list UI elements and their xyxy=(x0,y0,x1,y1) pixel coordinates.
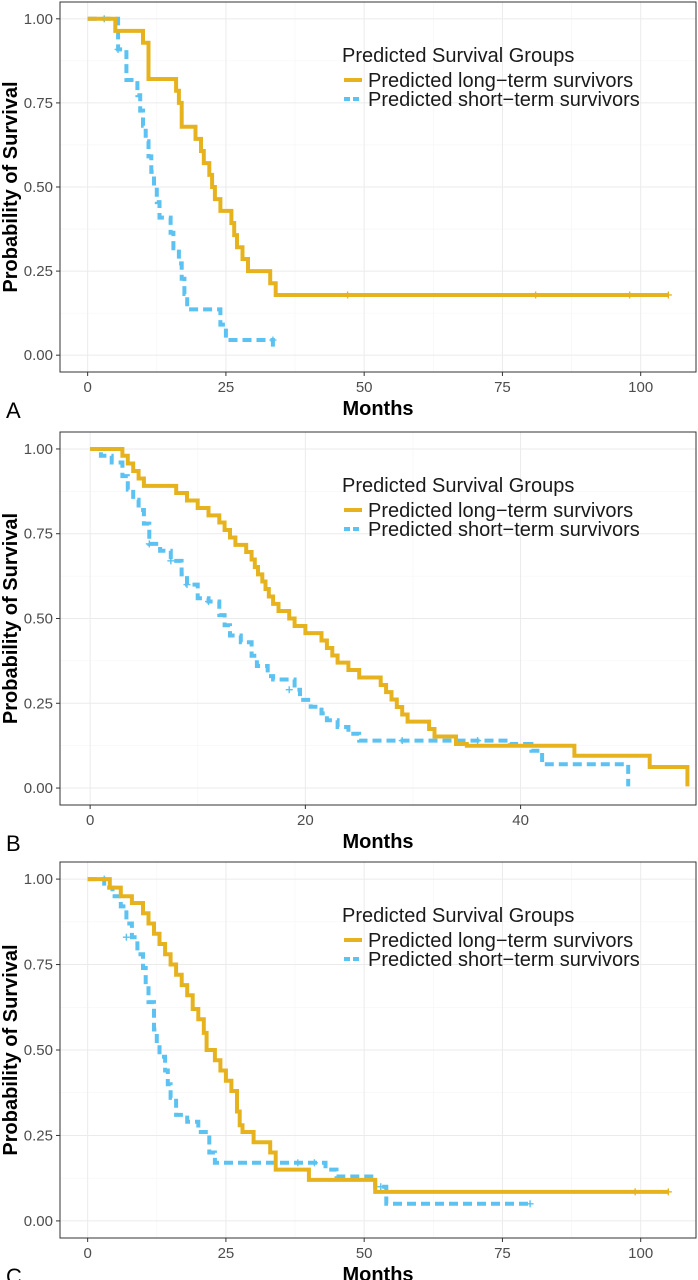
panel-a-censor-mark-short xyxy=(269,336,277,344)
panel-b-legend-label-short: Predicted short−term survivors xyxy=(368,519,640,541)
panel-b-series-long-curve xyxy=(90,447,690,787)
panel-c-grid xyxy=(60,862,696,1238)
panel-c-legend: Predicted Survival Groups Predicted long… xyxy=(342,905,640,971)
panel-a-legend-label-long: Predicted long−term survivors xyxy=(368,70,633,92)
panel-c-x-tick-label: 75 xyxy=(494,1245,511,1262)
panel-b-censor-mark-short xyxy=(145,540,153,548)
panel-c-legend-label-short: Predicted short−term survivors xyxy=(368,949,640,971)
panel-c-censor-mark-short xyxy=(526,1200,534,1208)
panel-a-x-tick-label: 100 xyxy=(628,379,653,396)
panel-b-censor-mark-short xyxy=(474,737,482,745)
panel-c-x-tick-label: 50 xyxy=(356,1245,373,1262)
panel-a-censor-mark-long xyxy=(532,291,540,299)
panel-c-y-tick-label: 0.00 xyxy=(24,1213,53,1230)
panel-b-y-tick-label: 0.25 xyxy=(24,695,53,712)
panel-b-censor-mark-short xyxy=(183,581,191,589)
panel-b-x-tick-label: 40 xyxy=(512,812,529,829)
panel-a-grid xyxy=(60,2,696,372)
panel-c-y-tick-label: 0.50 xyxy=(24,1042,53,1059)
panel-b-y-tick-label: 1.00 xyxy=(24,441,53,458)
panel-b-legend-title: Predicted Survival Groups xyxy=(342,475,574,497)
panel-c: 0.00 0.25 0.50 0.75 1.00 0 25 50 75 100 Predicted… xyxy=(0,861,697,1280)
panel-c-y-tick-label: 1.00 xyxy=(24,871,53,888)
panel-c-series xyxy=(87,875,672,1208)
panel-a-series-short-curve xyxy=(87,16,275,349)
panel-b-x-tick-label: 20 xyxy=(297,812,314,829)
panel-c-x-tick-label: 100 xyxy=(628,1245,653,1262)
panel-b-censor-mark-short xyxy=(167,557,175,565)
panel-b-x-axis-title: Months xyxy=(342,831,413,853)
panel-c-y-tick-label: 0.75 xyxy=(24,957,53,974)
panel-c-x-axis-title: Months xyxy=(342,1264,413,1280)
panel-a-censor-mark-long xyxy=(664,291,672,299)
panel-a-censor-mark-short xyxy=(114,45,122,53)
panel-a-censor-mark-long xyxy=(344,291,352,299)
panel-b: 0.00 0.25 0.50 0.75 1.00 0 20 40 Predicted Surv… xyxy=(0,431,697,856)
panel-c-legend-label-long: Predicted long−term survivors xyxy=(368,930,633,952)
panel-c-legend-title: Predicted Survival Groups xyxy=(342,905,574,927)
panel-a-x-tick-label: 0 xyxy=(83,379,91,396)
panel-c-ticks: 0.00 0.25 0.50 0.75 1.00 0 25 50 75 100 xyxy=(24,871,653,1262)
panel-b-grid xyxy=(60,432,696,805)
panel-a-censor-mark-long xyxy=(626,291,634,299)
panel-b-censor-mark-short xyxy=(205,598,213,606)
panel-a-legend-title: Predicted Survival Groups xyxy=(342,45,574,67)
panel-b-x-tick-label: 0 xyxy=(86,812,94,829)
panel-c-series-long-curve xyxy=(87,877,669,1194)
panel-a-y-tick-label: 1.00 xyxy=(24,11,53,28)
panel-a-y-tick-label: 0.50 xyxy=(24,179,53,196)
panel-a-y-tick-label: 0.75 xyxy=(24,95,53,112)
panel-c-x-tick-label: 0 xyxy=(83,1245,91,1262)
panel-c-x-tick-label: 25 xyxy=(218,1245,235,1262)
panel-a-ticks: 0.00 0.25 0.50 0.75 1.00 0 25 50 75 100 xyxy=(24,11,653,396)
panel-c-censor-mark-long xyxy=(664,1188,672,1196)
panel-b-legend-label-long: Predicted long−term survivors xyxy=(368,500,633,522)
panel-b-series-short-curve xyxy=(90,447,631,787)
panel-b-series xyxy=(90,447,690,787)
panel-c-y-tick-label: 0.25 xyxy=(24,1127,53,1144)
panel-b-y-axis-title: Probability of Survival xyxy=(0,513,22,724)
panel-a: 0.00 0.25 0.50 0.75 1.00 0 25 50 75 100 Predicted… xyxy=(0,1,697,423)
panel-a-y-tick-label: 0.00 xyxy=(24,347,53,364)
panel-b-censor-mark-short xyxy=(285,686,293,694)
panel-c-censor-mark-short xyxy=(310,1159,318,1167)
panel-a-x-tick-label: 25 xyxy=(218,379,235,396)
panel-b-y-tick-label: 0.75 xyxy=(24,526,53,543)
panel-a-legend: Predicted Survival Groups Predicted long… xyxy=(342,45,640,111)
panel-c-censor-mark-short xyxy=(122,933,130,941)
panel-c-censor-mark-long xyxy=(631,1188,639,1196)
panel-b-y-tick-label: 0.00 xyxy=(24,780,53,797)
panel-a-series xyxy=(87,15,672,349)
panel-c-label: C xyxy=(6,1264,22,1280)
panel-c-y-axis-title: Probability of Survival xyxy=(0,944,22,1155)
panel-a-y-axis-title: Probability of Survival xyxy=(0,81,22,292)
panel-b-y-tick-label: 0.50 xyxy=(24,611,53,628)
panel-b-censor-mark-short xyxy=(398,737,406,745)
panel-a-legend-label-short: Predicted short−term survivors xyxy=(368,89,640,111)
panel-a-x-axis-title: Months xyxy=(342,398,413,420)
panel-b-ticks: 0.00 0.25 0.50 0.75 1.00 0 20 40 xyxy=(24,441,529,829)
panel-a-label: A xyxy=(6,398,21,423)
panel-a-x-tick-label: 75 xyxy=(494,379,511,396)
panel-b-label: B xyxy=(6,831,21,856)
panel-c-censor-mark-short xyxy=(377,1183,385,1191)
panel-a-series-long-curve xyxy=(87,16,669,297)
panel-c-series-short-curve xyxy=(87,877,531,1206)
panel-b-legend: Predicted Survival Groups Predicted long… xyxy=(342,475,640,541)
panel-a-y-tick-label: 0.25 xyxy=(24,263,53,280)
panel-c-censor-mark-short xyxy=(294,1159,302,1167)
panel-a-x-tick-label: 50 xyxy=(356,379,373,396)
